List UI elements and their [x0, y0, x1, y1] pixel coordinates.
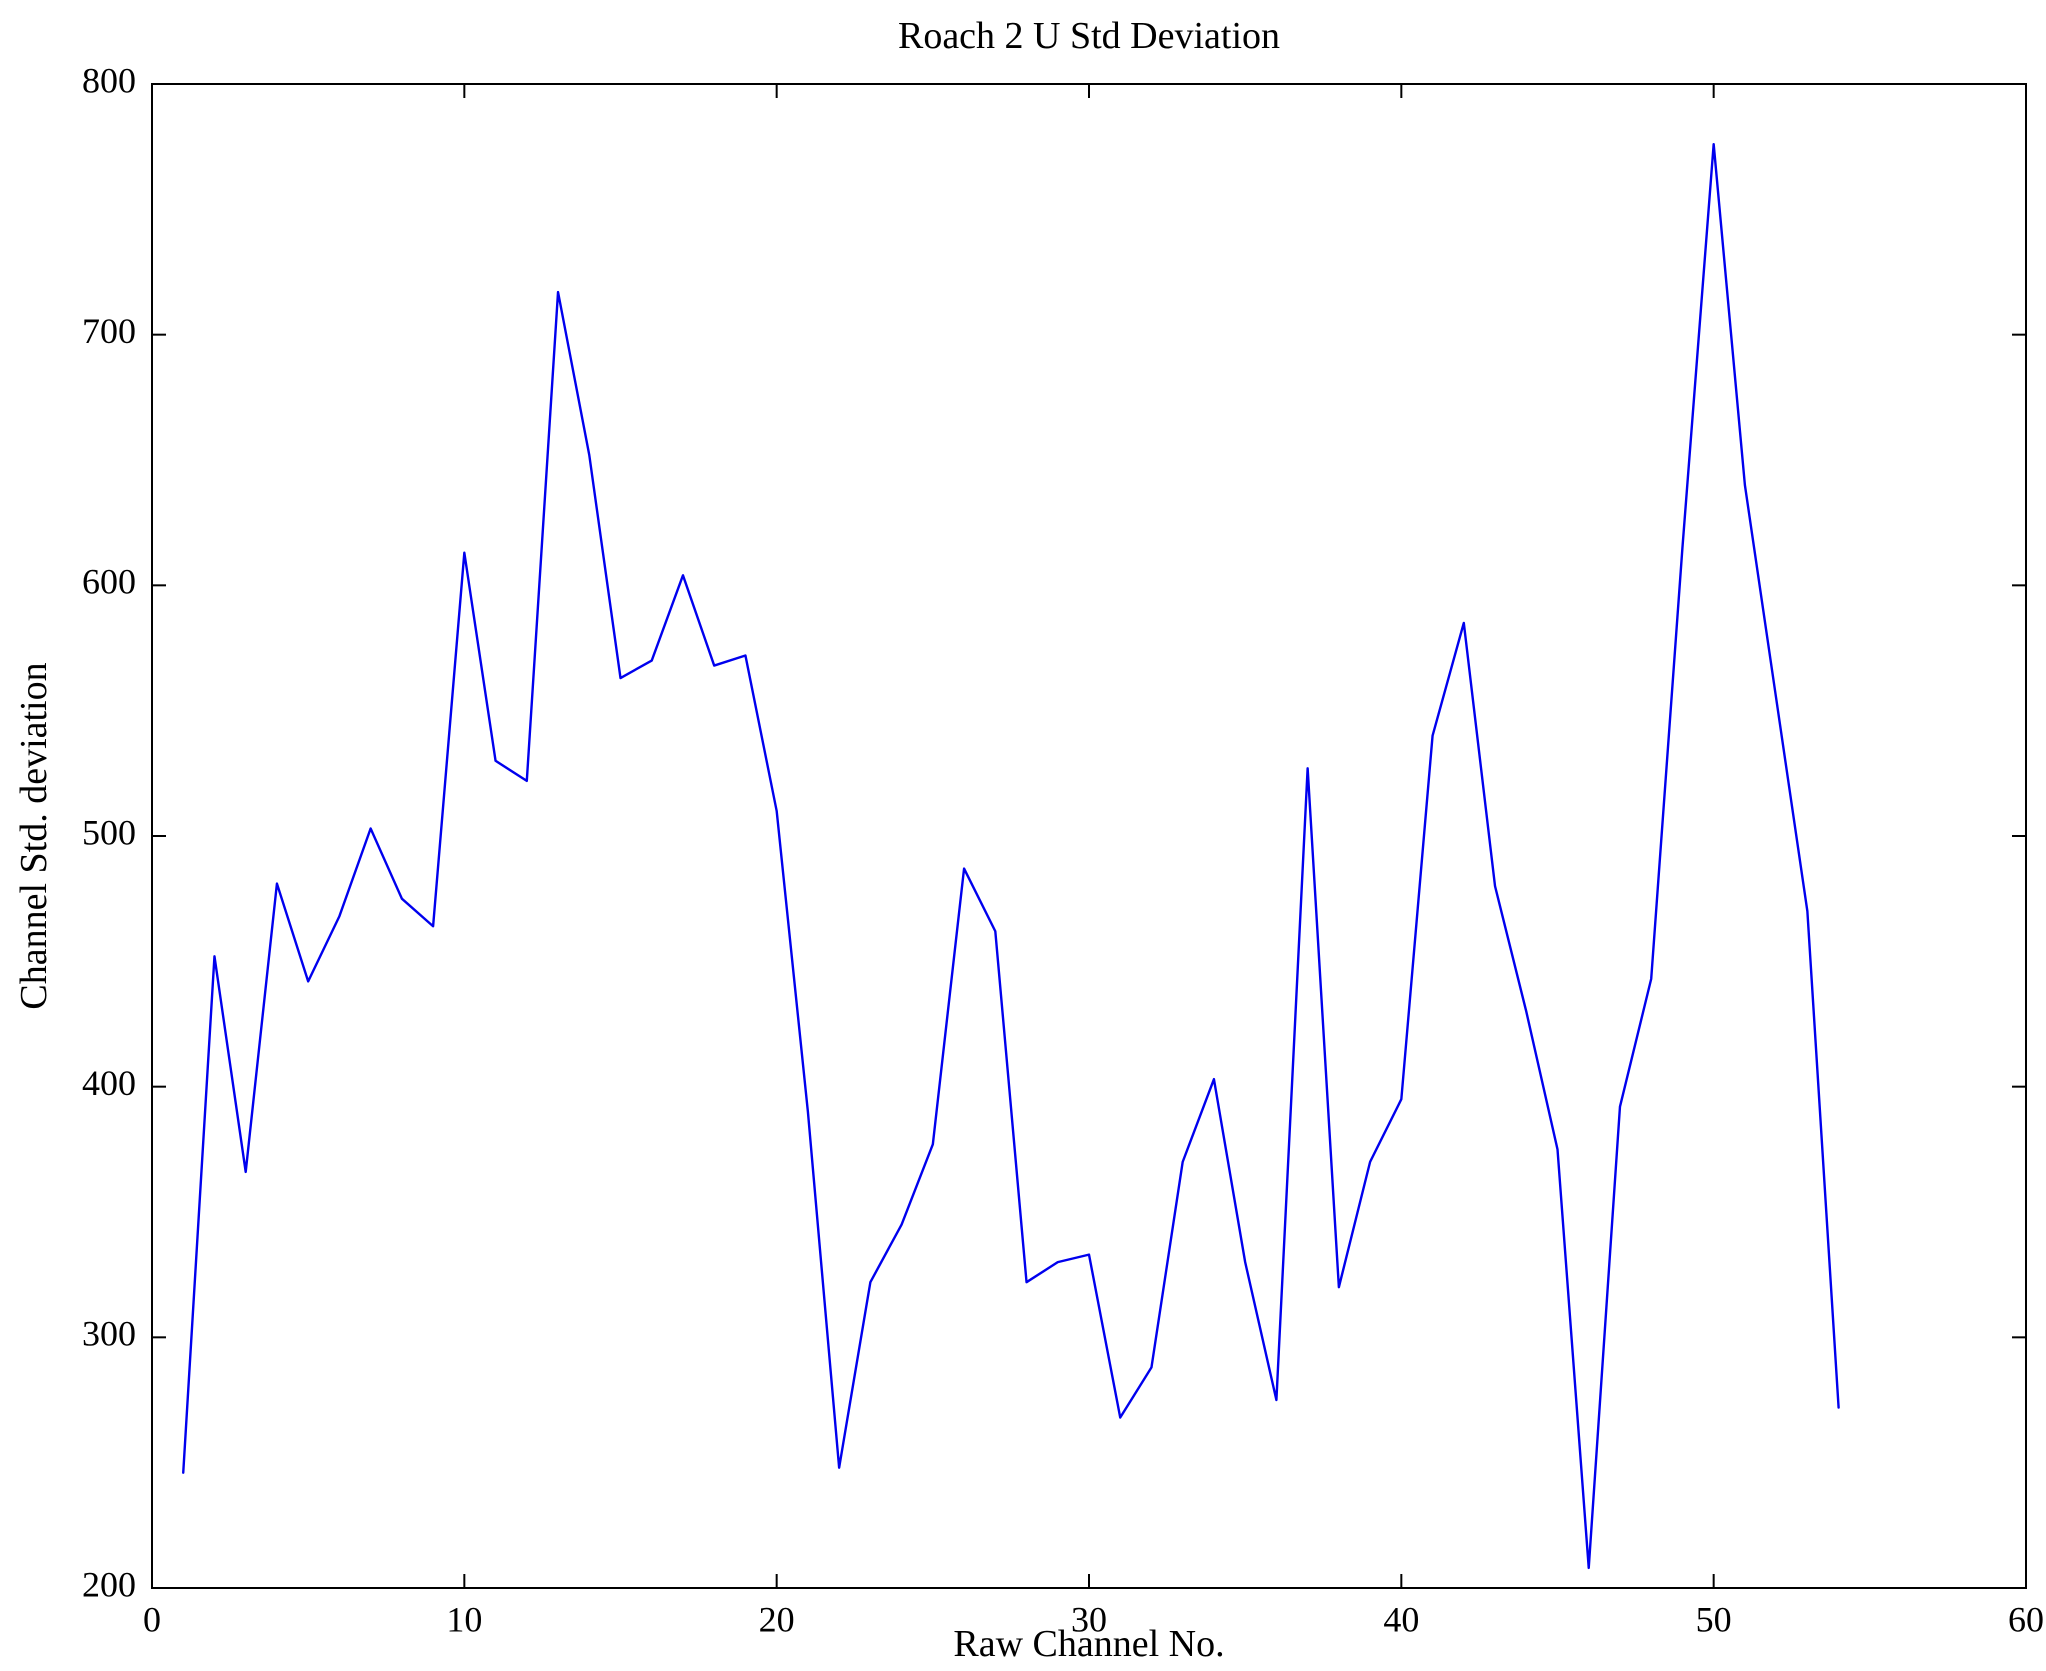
y-tick-label: 500	[82, 812, 136, 852]
y-tick-label: 600	[82, 562, 136, 602]
y-tick-label: 400	[82, 1063, 136, 1103]
x-tick-label: 0	[143, 1600, 161, 1640]
x-axis-label: Raw Channel No.	[953, 1623, 1225, 1665]
chart-title: Roach 2 U Std Deviation	[897, 15, 1281, 57]
axes-box	[151, 83, 2027, 1589]
x-tick-label: 20	[759, 1600, 795, 1640]
x-tick-label: 10	[446, 1600, 482, 1640]
x-tick-label: 40	[1383, 1600, 1419, 1640]
x-tick-label: 30	[1071, 1600, 1107, 1640]
x-tick-label: 60	[2008, 1600, 2044, 1640]
y-tick-label: 200	[82, 1564, 136, 1604]
x-tick-label: 50	[1696, 1600, 1732, 1640]
y-tick-label: 300	[82, 1314, 136, 1354]
line-series	[182, 142, 1840, 1570]
y-tick-label: 700	[82, 311, 136, 351]
y-tick-label: 800	[82, 60, 136, 100]
